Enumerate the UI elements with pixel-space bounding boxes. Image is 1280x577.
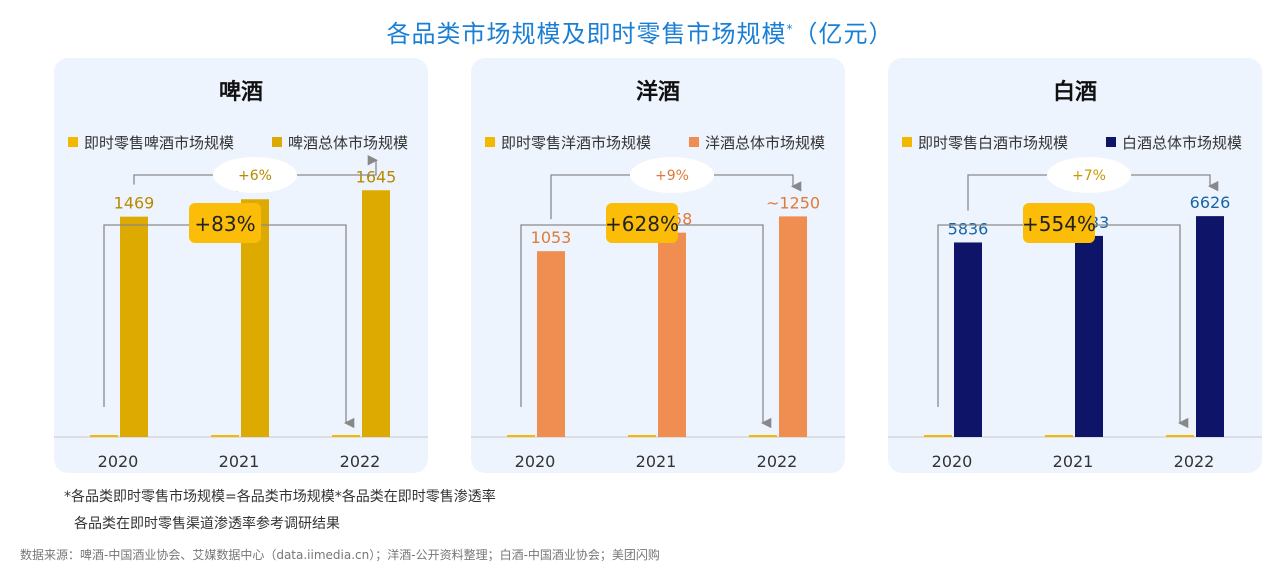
- bar-instant-2020: [90, 435, 118, 437]
- footnote-penetration: 各品类在即时零售渠道渗透率参考调研结果: [74, 516, 340, 532]
- data-label-2022: 6626: [1190, 193, 1231, 212]
- legend: 即时零售白酒市场规模 白酒总体市场规模: [902, 134, 1242, 152]
- x-tick-2021: 2021: [219, 452, 260, 471]
- bar-instant-2022: [332, 435, 360, 437]
- legend-label-instant: 即时零售啤酒市场规模: [84, 134, 234, 152]
- instant-growth-badge: [189, 203, 261, 243]
- title-unit: （亿元）: [793, 20, 894, 48]
- legend-label-total: 啤酒总体市场规模: [288, 134, 408, 152]
- x-tick-2021: 2021: [1053, 452, 1094, 471]
- data-label-2022: ~1250: [766, 193, 820, 212]
- legend-label-total: 白酒总体市场规模: [1122, 134, 1242, 152]
- legend-label-instant: 即时零售洋酒市场规模: [501, 134, 651, 152]
- beer-chart-svg: 即时零售啤酒市场规模啤酒总体市场规模1469202015852021164520…: [54, 134, 428, 471]
- bar-instant-2021: [211, 435, 239, 437]
- total-growth-bubble: [213, 157, 297, 193]
- legend-swatch-instant: [68, 137, 78, 147]
- title-asterisk: *: [786, 22, 794, 36]
- total-growth-label: +6%: [238, 168, 272, 184]
- legend: 即时零售洋酒市场规模 洋酒总体市场规模: [485, 134, 825, 152]
- x-tick-2020: 2020: [515, 452, 556, 471]
- x-tick-2020: 2020: [98, 452, 139, 471]
- bar-instant-2021: [1045, 435, 1073, 437]
- data-source: 数据来源：啤酒-中国酒业协会、艾媒数据中心（data.iimedia.cn）；洋…: [20, 548, 660, 562]
- legend: 即时零售啤酒市场规模 啤酒总体市场规模: [68, 134, 408, 152]
- instant-growth-label: +554%: [1022, 212, 1096, 236]
- baijiu-chart-panel: 白酒 即时零售白酒市场规模白酒总体市场规模5836202060332021662…: [888, 58, 1262, 473]
- data-label-2022: 1645: [356, 167, 397, 186]
- legend-swatch-total: [1106, 137, 1116, 147]
- legend-label-instant: 即时零售白酒市场规模: [918, 134, 1068, 152]
- x-tick-2022: 2022: [757, 452, 798, 471]
- total-growth-label: +9%: [655, 168, 689, 184]
- bar-total-2020: [954, 242, 982, 437]
- bar-instant-2022: [749, 435, 777, 437]
- title-text: 各品类市场规模及即时零售市场规模: [386, 20, 787, 48]
- legend-swatch-total: [272, 137, 282, 147]
- legend-swatch-instant: [902, 137, 912, 147]
- x-tick-2022: 2022: [340, 452, 381, 471]
- x-tick-2022: 2022: [1174, 452, 1215, 471]
- bar-total-2020: [537, 251, 565, 437]
- legend-label-total: 洋酒总体市场规模: [705, 134, 825, 152]
- bar-total-2020: [120, 216, 148, 437]
- instant-growth-badge: [1023, 203, 1095, 243]
- beer-chart-panel: 啤酒 即时零售啤酒市场规模啤酒总体市场规模1469202015852021164…: [54, 58, 428, 473]
- bar-total-2022: [362, 190, 390, 437]
- total-growth-bubble: [630, 157, 714, 193]
- panel-title: 白酒: [1052, 80, 1097, 105]
- x-tick-2020: 2020: [932, 452, 973, 471]
- total-growth-bubble: [1047, 157, 1131, 193]
- instant-growth-label: +83%: [194, 212, 255, 236]
- liquor-chart-svg: 即时零售洋酒市场规模洋酒总体市场规模1053202011582021~12502…: [471, 134, 845, 471]
- liquor-chart-panel: 洋酒 即时零售洋酒市场规模洋酒总体市场规模1053202011582021~12…: [471, 58, 845, 473]
- data-label-2020: 5836: [948, 219, 989, 238]
- bar-total-2022: [779, 216, 807, 437]
- total-growth-label: +7%: [1072, 168, 1106, 184]
- bar-instant-2020: [507, 435, 535, 437]
- x-tick-2021: 2021: [636, 452, 677, 471]
- data-label-2020: 1053: [531, 228, 572, 247]
- chart-main-title: 各品类市场规模及即时零售市场规模*（亿元）: [0, 14, 1280, 49]
- data-label-2020: 1469: [114, 194, 155, 213]
- bar-total-2022: [1196, 216, 1224, 437]
- legend-swatch-total: [689, 137, 699, 147]
- legend-swatch-instant: [485, 137, 495, 147]
- bar-instant-2021: [628, 435, 656, 437]
- instant-growth-label: +628%: [605, 212, 679, 236]
- baijiu-chart-svg: 即时零售白酒市场规模白酒总体市场规模5836202060332021662620…: [888, 134, 1262, 471]
- bar-instant-2022: [1166, 435, 1194, 437]
- bar-instant-2020: [924, 435, 952, 437]
- bar-total-2021: [658, 232, 686, 437]
- panel-title: 洋酒: [635, 80, 680, 105]
- footnote-formula: *各品类即时零售市场规模=各品类市场规模*各品类在即时零售渗透率: [64, 489, 496, 505]
- panel-title: 啤酒: [218, 80, 263, 105]
- bar-total-2021: [1075, 235, 1103, 437]
- instant-growth-badge: [606, 203, 678, 243]
